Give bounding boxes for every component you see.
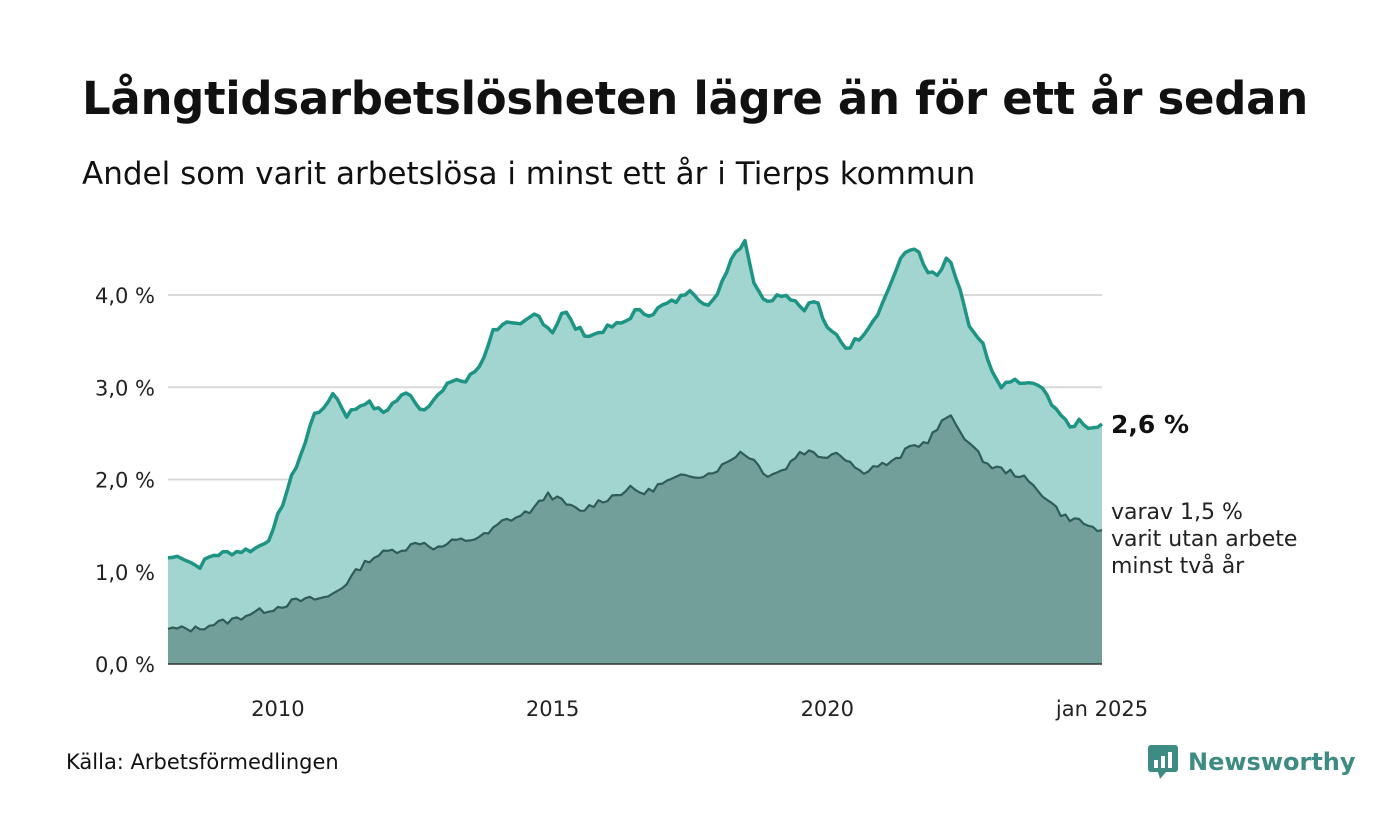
line-very-long-term-unemployed [167, 414, 1103, 633]
y-tick-label: 2,0 % [95, 469, 155, 493]
brand[interactable]: Newsworthy [1148, 744, 1356, 780]
y-axis-ticks: 0,0 % 1,0 % 2,0 % 3,0 % 4,0 % [95, 284, 155, 677]
annotation-line: varav 1,5 % [1111, 500, 1243, 525]
x-tick-label: 2015 [526, 697, 579, 721]
y-tick-label: 1,0 % [95, 561, 155, 585]
y-tick-label: 4,0 % [95, 284, 155, 308]
line-long-term-unemployed [167, 238, 1103, 571]
source-note: Källa: Arbetsförmedlingen [66, 750, 339, 774]
newsworthy-logo-icon [1148, 745, 1178, 779]
end-value-label: 2,6 % [1111, 410, 1189, 439]
x-tick-label: 2020 [801, 697, 854, 721]
annotation-line: minst två år [1111, 553, 1245, 579]
x-tick-label: 2010 [251, 697, 304, 721]
lower-series-annotation: varav 1,5 % varit utan arbete minst två år [1111, 500, 1297, 579]
brand-name: Newsworthy [1188, 748, 1356, 776]
y-tick-label: 0,0 % [95, 653, 155, 677]
chart-subtitle: Andel som varit arbetslösa i minst ett å… [82, 156, 976, 192]
area-very-long-term-unemployed [168, 415, 1102, 664]
annotation-line: varit utan arbete [1111, 527, 1297, 552]
x-tick-label: jan 2025 [1055, 697, 1148, 721]
area-chart: 0,0 % 1,0 % 2,0 % 3,0 % 4,0 % 2010 2015 2020 ja… [95, 238, 1297, 721]
chart-title: Långtidsarbetslösheten lägre än för ett … [82, 72, 1308, 125]
y-tick-label: 3,0 % [95, 376, 155, 400]
x-axis-ticks: 2010 2015 2020 jan 2025 [251, 697, 1148, 721]
